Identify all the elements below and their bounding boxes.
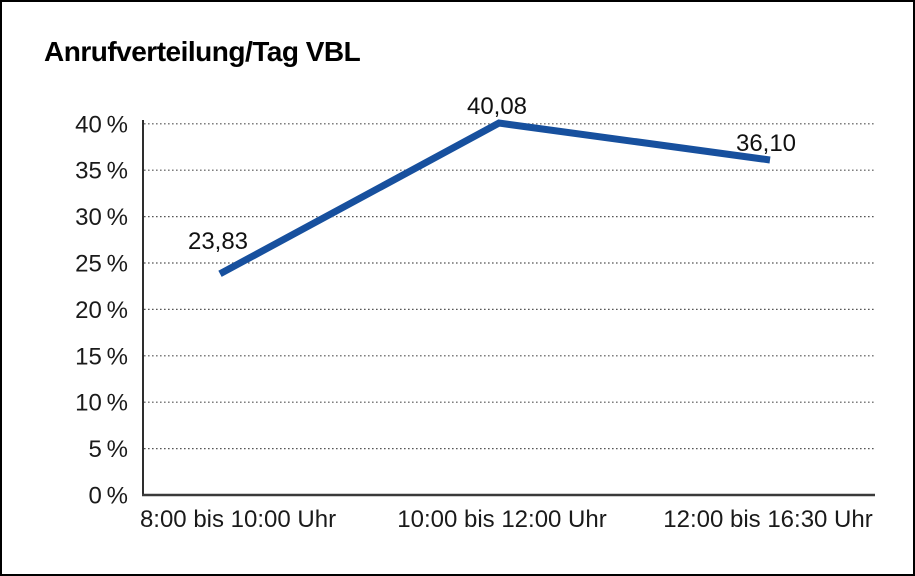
y-tick-label: 15 %: [75, 343, 128, 370]
y-tick-label: 5 %: [89, 436, 129, 463]
y-tick-label: 20 %: [75, 297, 128, 324]
y-tick-label: 25 %: [75, 251, 128, 278]
y-tick-label: 30 %: [75, 204, 128, 231]
y-tick-label: 0 %: [89, 483, 129, 510]
data-point-label: 40,08: [467, 93, 527, 120]
data-series-line: [218, 119, 771, 277]
x-tick-label: 10:00 bis 12:00 Uhr: [397, 506, 606, 533]
chart-title: Anrufverteilung/Tag VBL: [44, 36, 361, 67]
x-tick-label: 8:00 bis 10:00 Uhr: [140, 506, 336, 533]
y-tick-label: 40 %: [75, 111, 128, 138]
x-tick-label: 12:00 bis 16:30 Uhr: [663, 506, 872, 533]
y-tick-label: 10 %: [75, 390, 128, 417]
data-point-label: 36,10: [736, 130, 796, 157]
data-point-label: 23,83: [188, 228, 248, 255]
y-tick-label: 35 %: [75, 158, 128, 185]
